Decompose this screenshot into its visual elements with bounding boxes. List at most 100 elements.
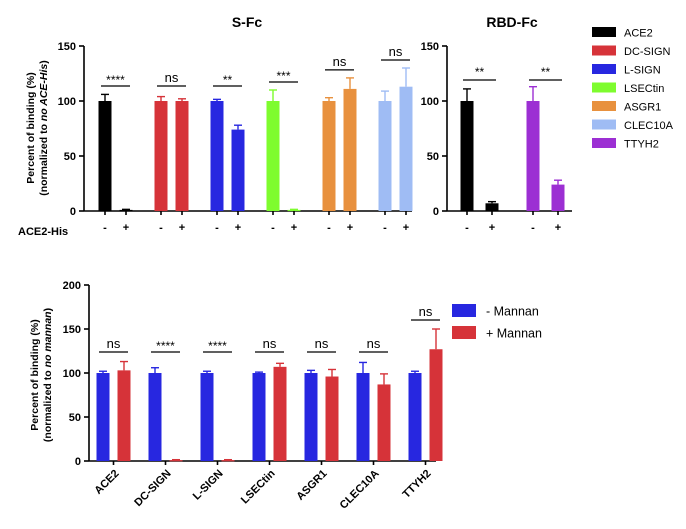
significance-label: ns: [107, 336, 121, 351]
bar-ace2-plus: [119, 209, 133, 212]
y-axis-title: Percent of binding (%): [29, 319, 41, 430]
condition-tick-label: -: [383, 222, 387, 234]
condition-tick-label: -: [531, 222, 535, 234]
legend-swatch-lsectin: [592, 82, 616, 93]
condition-tick-label: -: [159, 222, 163, 234]
significance-label: ns: [333, 54, 347, 69]
bar-l-sign-minus: [210, 101, 224, 211]
bar-lsectin-plus: [287, 209, 301, 212]
legend-label: TTYH2: [624, 139, 659, 151]
condition-tick-label: +: [403, 222, 409, 234]
legend: - Mannan + Mannan: [452, 304, 542, 341]
category-tick-label: ACE2: [92, 468, 121, 497]
significance-label: ns: [419, 304, 433, 319]
category-tick-label: TTYH2: [400, 468, 433, 501]
bar-l-sign-plus-mannan: [221, 460, 235, 462]
y-axis-subtitle: (normalized to no ACE-His): [38, 60, 50, 196]
category-tick-label: CLEC10A: [338, 468, 382, 512]
chart-title: S-Fc: [232, 14, 263, 30]
legend-label: - Mannan: [486, 305, 539, 319]
significance-label: ns: [263, 336, 277, 351]
condition-tick-label: +: [291, 222, 297, 234]
chart-s-fc: Percent of binding (%) (normalized to no …: [18, 14, 413, 238]
significance-label: **: [223, 73, 233, 87]
condition-tick-label: -: [327, 222, 331, 234]
legend-label: CLEC10A: [624, 120, 674, 132]
condition-tick-label: -: [215, 222, 219, 234]
bar-ace2-plus: [485, 203, 499, 211]
significance-label: **: [541, 65, 551, 79]
legend-label: DC-SIGN: [624, 46, 671, 58]
significance-label: ns: [315, 336, 329, 351]
s-fc-y-tick-label: 100: [58, 96, 76, 108]
legend-swatch-asgr1: [592, 101, 616, 111]
bar-clec10a-plus-mannan: [377, 384, 391, 461]
mannan-y-tick-label: 0: [75, 456, 81, 468]
legend-swatch-ttyh2: [592, 138, 616, 148]
significance-label: **: [475, 65, 485, 79]
bar-dc-sign-plus-mannan: [169, 460, 183, 462]
chart-mannan: Percent of binding (%) (normalized to no …: [29, 280, 542, 512]
legend-swatch-ace2: [592, 27, 616, 37]
category-tick-label: DC-SIGN: [132, 468, 173, 509]
bar-lsectin-minus: [266, 101, 280, 211]
mannan-y-tick-label: 100: [63, 368, 81, 380]
significance-label: ns: [367, 336, 381, 351]
category-tick-label: ASGR1: [294, 468, 329, 503]
significance-label: ****: [156, 339, 175, 353]
legend-label: ASGR1: [624, 102, 661, 114]
rbd-fc-y-tick-label: 50: [427, 151, 439, 163]
bar-l-sign-minus-mannan: [200, 373, 214, 461]
chart-rbd-fc: 0 50 100 150 RBD-Fc - + ** - + ** ACE2 DC-SIGN L-SIGN…: [421, 14, 674, 234]
s-fc-y-tick-label: 150: [58, 41, 76, 53]
condition-tick-label: -: [271, 222, 275, 234]
legend-swatch-dc-sign: [592, 45, 616, 56]
bar-lsectin-minus-mannan: [252, 373, 266, 461]
legend-label: L-SIGN: [624, 65, 661, 77]
rbd-fc-y-tick-label: 0: [433, 206, 439, 218]
bar-ace2-minus: [460, 101, 474, 211]
bar-ace2-plus-mannan: [117, 370, 131, 461]
legend-label: LSECtin: [624, 83, 664, 95]
significance-label: ****: [106, 73, 125, 87]
legend-swatch-l-sign: [592, 64, 616, 74]
bar-ace2-minus-mannan: [96, 373, 110, 461]
condition-tick-label: -: [465, 222, 469, 234]
bar-asgr1-minus: [322, 101, 336, 211]
condition-tick-label: +: [235, 222, 241, 234]
category-tick-label: L-SIGN: [191, 468, 226, 503]
legend-swatch: [452, 326, 476, 339]
s-fc-y-tick-label: 50: [64, 151, 76, 163]
significance-label: ***: [276, 69, 290, 83]
condition-tick-label: +: [179, 222, 185, 234]
y-axis-title: Percent of binding (%): [25, 72, 37, 183]
bar-clec10a-minus-mannan: [356, 373, 370, 461]
condition-tick-label: +: [489, 222, 495, 234]
bar-clec10a-plus: [399, 86, 413, 211]
category-tick-label: LSECtin: [239, 467, 278, 506]
bar-asgr1-plus: [343, 88, 357, 211]
bar-asgr1-plus-mannan: [325, 376, 339, 461]
bar-l-sign-plus: [231, 129, 245, 211]
significance-label: ns: [165, 70, 179, 85]
bar-asgr1-minus-mannan: [304, 373, 318, 461]
bar-lsectin-plus-mannan: [273, 366, 287, 461]
mannan-y-tick-label: 200: [63, 280, 81, 292]
bar-ttyh2-minus-mannan: [408, 373, 422, 461]
condition-tick-label: -: [103, 222, 107, 234]
mannan-y-tick-label: 50: [69, 412, 81, 424]
chart-title: RBD-Fc: [486, 14, 538, 30]
rbd-fc-y-tick-label: 100: [421, 96, 439, 108]
y-axis-subtitle: (normalized to no mannan): [42, 308, 54, 442]
significance-label: ns: [389, 44, 403, 59]
condition-tick-label: +: [555, 222, 561, 234]
rbd-fc-y-tick-label: 150: [421, 41, 439, 53]
legend-label: + Mannan: [486, 327, 542, 341]
legend-swatch-clec10a: [592, 119, 616, 130]
legend-swatch: [452, 304, 476, 317]
bar-ttyh2-plus-mannan: [429, 349, 443, 461]
condition-tick-label: +: [347, 222, 353, 234]
bar-dc-sign-minus-mannan: [148, 373, 162, 461]
bar-clec10a-minus: [378, 101, 392, 211]
bar-ttyh2-plus: [551, 184, 565, 211]
